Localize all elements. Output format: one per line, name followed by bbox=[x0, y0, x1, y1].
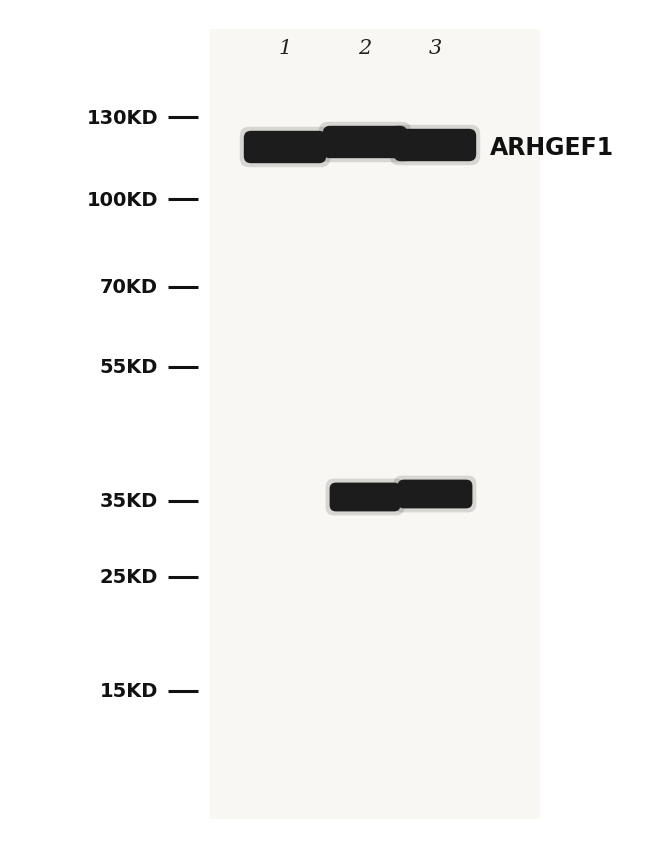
FancyBboxPatch shape bbox=[244, 131, 326, 164]
FancyBboxPatch shape bbox=[318, 123, 411, 163]
FancyBboxPatch shape bbox=[330, 483, 400, 512]
FancyBboxPatch shape bbox=[323, 126, 407, 159]
Text: 130KD: 130KD bbox=[86, 108, 158, 127]
FancyBboxPatch shape bbox=[240, 128, 330, 168]
Text: 35KD: 35KD bbox=[99, 492, 158, 511]
FancyBboxPatch shape bbox=[398, 480, 473, 508]
FancyBboxPatch shape bbox=[390, 125, 480, 166]
Text: 55KD: 55KD bbox=[99, 358, 158, 377]
Text: 3: 3 bbox=[428, 38, 441, 57]
Text: 15KD: 15KD bbox=[99, 682, 158, 700]
Text: 25KD: 25KD bbox=[99, 568, 158, 587]
FancyBboxPatch shape bbox=[210, 30, 540, 819]
Text: 100KD: 100KD bbox=[86, 190, 158, 209]
FancyBboxPatch shape bbox=[394, 476, 476, 513]
FancyBboxPatch shape bbox=[326, 479, 404, 516]
Text: 2: 2 bbox=[358, 38, 372, 57]
Text: ARHGEF1: ARHGEF1 bbox=[490, 136, 614, 160]
Text: 70KD: 70KD bbox=[100, 278, 158, 297]
FancyBboxPatch shape bbox=[394, 130, 476, 162]
Text: 1: 1 bbox=[278, 38, 292, 57]
